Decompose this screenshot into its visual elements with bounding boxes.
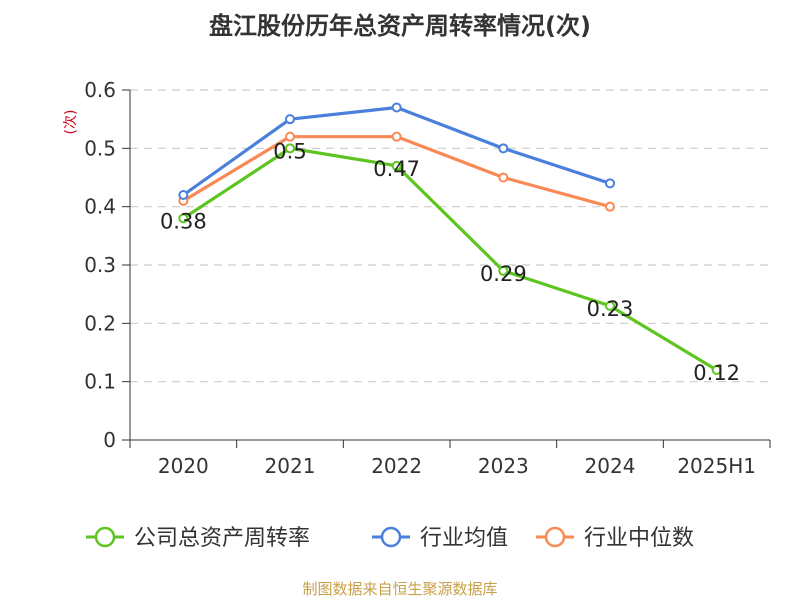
data-point [178,213,189,224]
x-tick-label: 2020 [158,454,209,478]
data-label: 0.12 [693,361,740,385]
data-label: 0.23 [587,297,634,321]
x-tick-label: 2025H1 [677,454,756,478]
data-point [498,172,509,183]
y-tick-label: 0.4 [84,195,116,219]
data-label: 0.47 [373,157,420,181]
data-point [285,143,295,154]
series-line [182,105,611,197]
data-point [391,160,402,171]
chart-title: 盘江股份历年总资产周转率情况(次) [209,12,591,40]
legend-marker [94,526,116,548]
x-tick-label: 2024 [585,454,636,478]
y-tick-label: 0.1 [84,370,116,394]
data-point [605,178,615,189]
data-label: 0.5 [273,139,306,163]
legend-label: 行业均值 [420,526,508,551]
x-tick-label: 2022 [371,454,422,478]
y-tick-label: 0 [103,428,116,452]
data-point [285,131,295,142]
data-point [391,131,402,142]
source-note: 制图数据来自恒生聚源数据库 [302,580,498,598]
gridlines [130,89,770,383]
y-tick-label: 0.2 [84,311,116,335]
legend-marker [380,526,402,548]
data-point [605,201,615,212]
data-point [711,365,722,375]
legend: 公司总资产周转率 行业均值 行业中位数 [86,526,694,551]
data-point [498,265,509,276]
data-point [178,190,189,200]
data-point [285,114,295,125]
legend-marker [544,526,566,548]
data-point [391,102,402,113]
data-label: 0.38 [160,209,207,233]
y-tick-label: 0.6 [84,78,116,102]
y-tick-label: 0.3 [84,253,116,277]
data-label: 0.29 [480,262,527,286]
y-axis-unit: (次) [63,110,79,135]
legend-label: 行业中位数 [584,526,694,551]
legend-label: 公司总资产周转率 [134,526,310,551]
data-point [498,143,509,154]
axes: 0 0.1 0.2 0.3 0.4 0.5 0.6 (次) 2020 2021 2022 2023 20… [63,78,771,478]
y-tick-label: 0.5 [84,136,116,160]
data-point [605,300,615,311]
x-tick-label: 2021 [265,454,316,478]
series-line [182,146,718,372]
data-labels: 0.38 0.5 0.47 0.29 0.23 0.12 [160,139,740,385]
series-lines [178,102,722,375]
x-tick-label: 2023 [478,454,529,478]
